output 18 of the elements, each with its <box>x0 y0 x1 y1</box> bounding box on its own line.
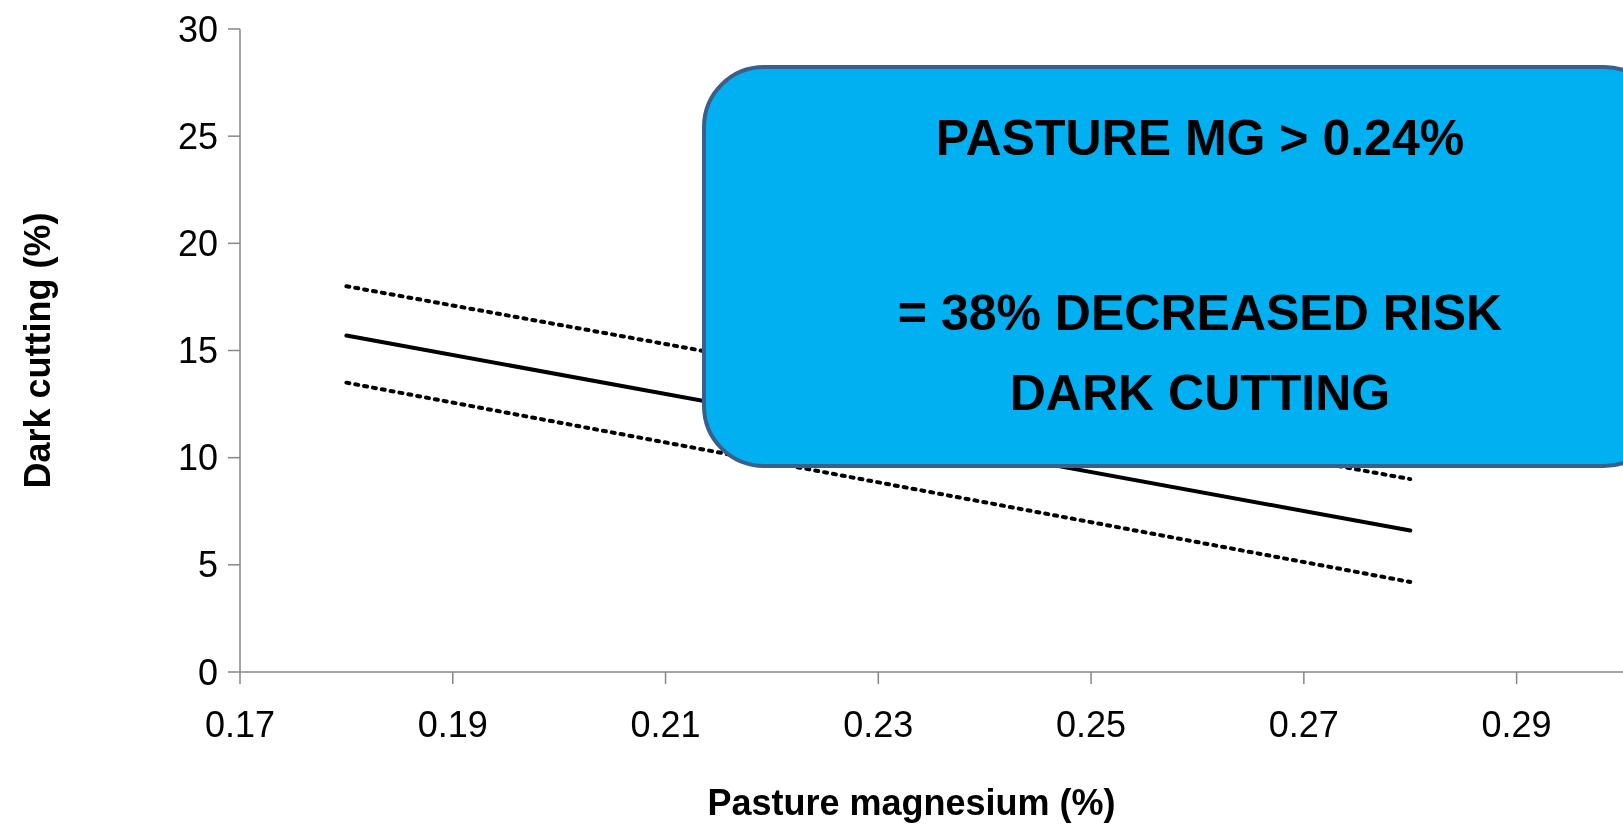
y-axis-title: Dark cutting (%) <box>17 212 58 489</box>
y-tick-label: 25 <box>177 115 218 157</box>
annotation: PASTURE MG > 0.24% <box>935 110 1465 166</box>
x-tick-label: 0.21 <box>630 704 701 745</box>
y-tick-label: 15 <box>177 330 218 372</box>
x-tick-label: 0.25 <box>1056 704 1127 745</box>
x-axis-title: Pasture magnesium (%) <box>707 782 1116 823</box>
x-tick-label: 0.27 <box>1268 704 1339 745</box>
annotation: = 38% DECREASED RISK DARK CUTTING <box>897 285 1503 421</box>
x-tick-label: 0.23 <box>843 704 914 745</box>
x-tick-label: 0.29 <box>1481 704 1552 745</box>
y-tick-label: 10 <box>177 437 218 479</box>
y-tick-label: 0 <box>197 651 218 693</box>
y-tick-label: 30 <box>177 8 218 50</box>
y-tick-label: 5 <box>197 544 218 586</box>
y-tick-label: 20 <box>177 222 218 264</box>
x-tick-label: 0.19 <box>417 704 488 745</box>
x-tick-label: 0.17 <box>204 704 276 745</box>
